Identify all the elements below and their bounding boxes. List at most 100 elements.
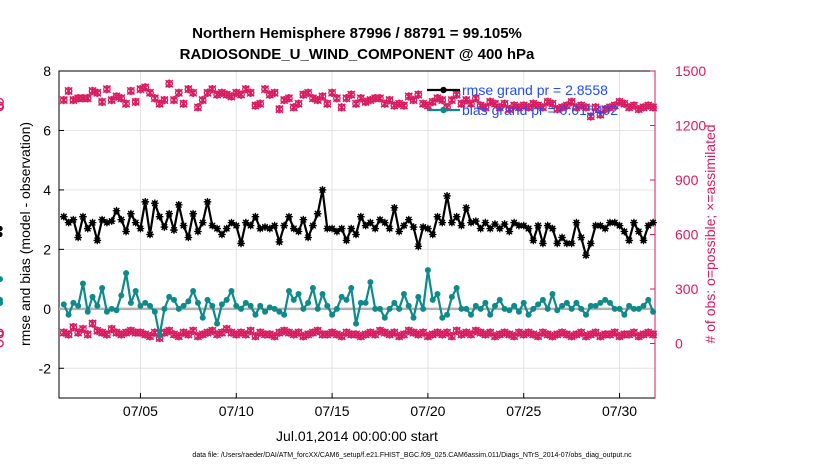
bias-point (477, 305, 484, 312)
bias-point (415, 293, 422, 300)
obs-assimilated-point (380, 328, 389, 337)
obs-assimilated-point (256, 328, 265, 337)
obs-assimilated-point (131, 97, 140, 107)
obs-assimilated-point (615, 97, 624, 107)
rmse-star (246, 221, 255, 230)
rmse-star (213, 224, 221, 233)
obs-assimilated-point (212, 90, 222, 99)
rmse-star (495, 224, 504, 233)
obs-assimilated-point (428, 330, 437, 339)
obs-assimilated-point (347, 90, 356, 99)
bias-point (343, 296, 350, 303)
rmse-star (476, 224, 485, 233)
rmse-star (534, 221, 542, 230)
rmse-line (62, 188, 654, 257)
bias-point (458, 305, 465, 312)
bias-point (185, 298, 192, 305)
rmse-star (122, 227, 130, 236)
bias-point (266, 304, 273, 311)
obs-assimilated-point (332, 94, 342, 103)
bias-point (645, 296, 652, 303)
rmse-star (309, 221, 317, 230)
rmse-star (347, 224, 356, 233)
x-axis-label: Jul.01,2014 00:00:00 start (276, 428, 438, 444)
bias-point (367, 279, 374, 286)
obs-assimilated-point (457, 330, 466, 339)
obs-possible-point (0, 98, 4, 106)
bias-point (329, 311, 336, 318)
x-tick-label: 07/20 (410, 403, 445, 419)
obs-assimilated-point (505, 330, 514, 339)
obs-assimilated-point (232, 330, 241, 339)
obs-assimilated-point (265, 330, 274, 339)
rmse-star (639, 236, 648, 245)
bias-point (247, 302, 254, 309)
bias-point (549, 290, 556, 297)
rmse-star (625, 236, 633, 245)
rmse-star (194, 227, 202, 236)
bias-point (324, 302, 331, 309)
rmse-star (553, 239, 562, 248)
rmse-star (103, 218, 111, 227)
obs-assimilated-point (615, 332, 624, 341)
bias-point (535, 301, 542, 308)
bias-point (391, 299, 398, 306)
bias-point (233, 302, 240, 309)
bias-point (453, 285, 460, 292)
rmse-star (198, 218, 207, 227)
obs-assimilated-point (581, 103, 591, 112)
obs-assimilated-point (284, 328, 294, 337)
rmse-star (443, 192, 451, 200)
rmse-star (74, 233, 82, 242)
obs-assimilated-point (141, 330, 150, 339)
bias-point (118, 292, 125, 299)
obs-assimilated-point (562, 330, 571, 339)
obs-assimilated-point (294, 99, 303, 108)
obs-assimilated-point (179, 99, 188, 108)
bias-line (62, 269, 655, 337)
rmse-star (558, 233, 566, 242)
bias-point (525, 311, 532, 318)
obs-assimilated-point (93, 326, 102, 335)
rmse-star (472, 217, 480, 225)
rmse-star (448, 218, 456, 227)
obs-assimilated-point (395, 99, 404, 108)
rmse-star (539, 239, 547, 248)
rmse-star (649, 218, 657, 227)
rmse-star (131, 218, 140, 227)
rmse-star (357, 212, 365, 221)
rmse-star (400, 221, 408, 230)
bias-point (616, 305, 623, 312)
bias-point (472, 302, 479, 309)
bias-point (468, 311, 475, 318)
bias-point (420, 305, 427, 312)
rmse-point (0, 225, 3, 232)
obs-possible-point (0, 328, 4, 337)
obs-assimilated-point (59, 328, 68, 337)
obs-assimilated-point (596, 332, 605, 341)
series-obs-possible-lower- (0, 319, 658, 348)
bias-point (319, 290, 326, 297)
bias-point (496, 296, 503, 303)
bias-point (376, 305, 383, 312)
bias-point (209, 302, 216, 309)
obs-assimilated-point (557, 103, 567, 112)
rmse-star (376, 215, 384, 224)
obs-assimilated-point (409, 328, 418, 337)
bias-point (491, 302, 498, 309)
obs-assimilated-point (337, 103, 346, 112)
obs-assimilated-point (299, 332, 308, 341)
rmse-star (515, 221, 523, 230)
legend-rmse-marker (440, 86, 447, 94)
rmse-point (0, 231, 3, 238)
obs-assimilated-point (510, 101, 519, 110)
rmse-star (491, 220, 499, 228)
obs-assimilated-point (543, 330, 552, 339)
bias-point (597, 299, 604, 306)
obs-assimilated-point (265, 90, 274, 99)
rmse-star (299, 215, 308, 224)
rmse-star (371, 224, 380, 233)
x-tick-label: 07/15 (315, 403, 350, 419)
bias-point (578, 305, 585, 312)
rmse-star (601, 224, 609, 233)
